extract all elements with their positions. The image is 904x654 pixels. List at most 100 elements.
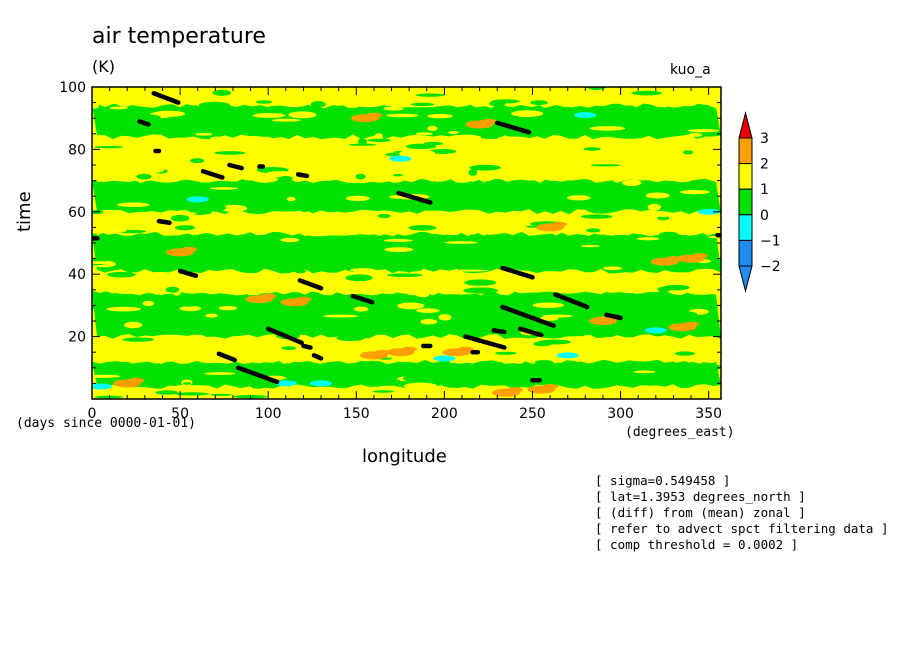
contour-streak — [212, 89, 232, 96]
notes-block: [ sigma=0.549458 ] [ lat=1.3953 degrees_… — [595, 473, 889, 553]
contour-streak — [271, 118, 301, 122]
contour-streak — [473, 248, 500, 252]
contour-streak — [657, 216, 670, 221]
colorbar-label: −1 — [760, 233, 781, 249]
x-tick-label: 50 — [171, 406, 189, 422]
contour-streak — [536, 164, 550, 170]
cold-patch — [433, 355, 456, 362]
contour-streak — [94, 395, 124, 399]
chart-title: air temperature — [92, 24, 266, 49]
contour-streak — [687, 129, 720, 133]
contour-streak — [534, 360, 553, 364]
dark-segment — [500, 265, 535, 280]
contour-streak — [320, 96, 333, 100]
contour-streak — [106, 306, 141, 312]
y-axis: 20 40 60 80 100 — [59, 80, 721, 400]
contour-streak — [122, 337, 155, 342]
contour-streak — [497, 136, 527, 140]
contour-streak — [384, 247, 414, 253]
contour-streak — [136, 173, 152, 180]
contour-streak — [511, 110, 544, 117]
contour-streak — [612, 248, 636, 255]
contour-streak — [207, 204, 227, 212]
contour-streak — [124, 321, 143, 329]
dark-segment — [396, 190, 433, 205]
contour-streak — [109, 106, 129, 110]
contour-streak — [453, 269, 489, 272]
dark-segment — [517, 326, 544, 338]
units-label: (K) — [92, 57, 115, 76]
contour-streak — [241, 268, 252, 272]
x-axis: 0 50 100 150 200 250 300 350 — [88, 87, 722, 422]
contour-streak — [688, 132, 703, 137]
contour-streak — [603, 266, 622, 271]
dark-segment — [297, 278, 324, 291]
contour-streak — [555, 217, 589, 223]
contour-streak — [451, 134, 482, 141]
warm-patch — [181, 246, 198, 252]
contour-streak — [218, 306, 237, 311]
contour-streak — [643, 302, 654, 308]
contour-streak — [699, 99, 712, 105]
contour-streak — [336, 335, 365, 342]
contour-streak — [427, 125, 438, 131]
contour-streak — [189, 209, 212, 215]
contour-streak — [348, 143, 377, 146]
contour-streak — [364, 189, 400, 192]
colorbar-extend-min — [738, 265, 753, 293]
warm-patch — [260, 293, 277, 299]
contour-streak — [631, 90, 663, 96]
y-axis-label: time — [14, 191, 35, 232]
warm-patch — [128, 377, 145, 383]
contour-streak — [331, 242, 341, 245]
contour-band — [92, 209, 721, 237]
contour-streak — [448, 131, 459, 134]
contour-streak — [128, 125, 154, 131]
contour-streak — [252, 176, 278, 183]
contour-streak — [349, 268, 376, 272]
contour-streak — [410, 102, 435, 107]
contour-streak — [142, 300, 154, 307]
contour-streak — [383, 239, 413, 242]
y-tick-label: 20 — [68, 330, 86, 346]
contour-streak — [463, 287, 499, 294]
contour-streak — [255, 100, 273, 104]
x-tick-label: 100 — [255, 406, 282, 422]
contour-streak — [551, 280, 584, 284]
contour-streak — [377, 213, 391, 219]
colorbar-box — [738, 163, 753, 190]
contour-streak — [118, 354, 152, 359]
contour-streak — [92, 338, 127, 345]
contour-streak — [267, 171, 296, 175]
contour-streak — [192, 106, 203, 111]
contour-streak — [568, 241, 587, 247]
colorbar-label: 1 — [760, 182, 769, 198]
contour-streak — [464, 279, 497, 286]
contour-streak — [420, 319, 438, 325]
contour-streak — [443, 366, 471, 371]
contour-streak — [351, 240, 387, 244]
contour-streak — [633, 370, 656, 374]
contour-streak — [288, 111, 317, 119]
contour-streak — [282, 264, 302, 270]
contour-streak — [301, 223, 326, 227]
contour-streak — [165, 286, 180, 293]
contour-streak — [394, 252, 405, 259]
contour-streak — [133, 346, 170, 354]
contour-streak — [281, 346, 296, 351]
contour-streak — [210, 136, 223, 141]
contour-streak — [427, 113, 453, 119]
x-tick-label: 0 — [88, 406, 97, 422]
contour-streak — [636, 361, 660, 365]
contour-streak — [386, 113, 419, 118]
contour-streak — [622, 179, 642, 187]
contour-streak — [310, 101, 326, 108]
y-tick-label: 100 — [59, 80, 86, 96]
contour-streak — [586, 228, 601, 233]
contour-streak — [552, 156, 576, 162]
contour-streak — [399, 149, 436, 157]
contour-streak — [580, 172, 599, 178]
contour-streak — [358, 138, 367, 146]
colorbar-label: 3 — [760, 131, 769, 147]
run-label: kuo_a — [670, 62, 711, 78]
